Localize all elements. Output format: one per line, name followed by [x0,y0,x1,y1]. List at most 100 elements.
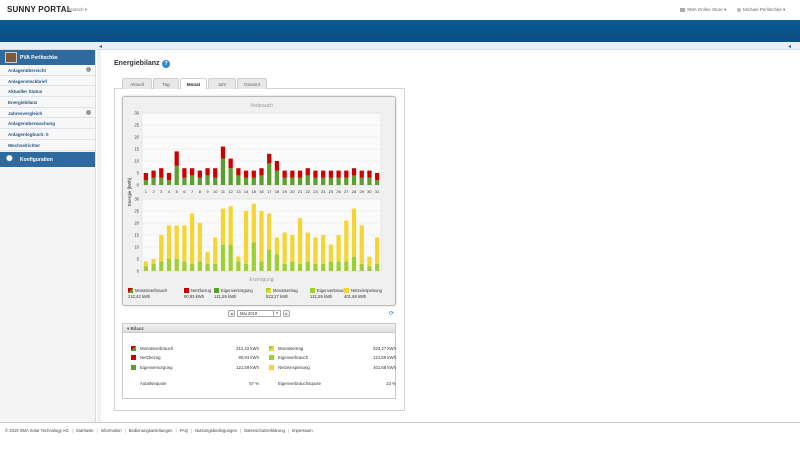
legend-name: Netzeinspeisung [351,288,382,293]
bottom-y-tick-label: 15 [134,233,139,238]
footer-link[interactable]: Startseite [75,428,94,433]
legend-item: Netzbezug 90,83 kWh [184,288,228,299]
language-select[interactable]: Deutsch ▾ [67,7,88,12]
tab-2[interactable]: Monat [180,78,207,89]
bar-eigenverbrauch [328,261,334,271]
footer-link[interactable]: FAQ [179,428,188,433]
x-tick-label: 6 [183,189,186,194]
sidebar-item-2[interactable]: Aktueller Status [0,86,95,98]
next-month-button[interactable]: ▸ [283,310,290,317]
tab-4[interactable]: Gesamt [237,78,267,89]
bilanz-title: Bilanz [130,326,144,331]
bar-netzeinspeisung [282,232,287,264]
shop-link[interactable]: SMA Online Store ▾ [680,7,726,13]
top-y-tick-label: 0 [137,183,140,188]
bar-netzeinspeisung [344,220,349,262]
bilanz-swatch [131,381,136,386]
x-tick-label: 15 [252,189,257,194]
bar-eigenverbrauch [236,261,241,271]
bar-eigenverbrauch [251,242,256,271]
bar-netzeinspeisung [197,223,202,262]
bar-netzeinspeisung [305,232,310,262]
bar-eigenverbrauch [267,249,272,271]
bottom-y-tick-label: 0 [137,269,140,274]
x-tick-label: 11 [221,189,226,194]
bar-netzeinspeisung [220,208,226,245]
footer-separator: | [96,428,98,433]
help-icon[interactable]: ? [162,60,170,68]
x-tick-label: 30 [367,189,372,194]
bar-eigenverbrauch [305,261,310,271]
bilanz-value: 401,68 kWh [373,365,396,370]
tab-0[interactable]: Aktuell [122,78,152,89]
legend-item: Eigenversorgung 121,59 kWh [214,288,258,299]
x-tick-label: 3 [160,189,163,194]
prev-month-button[interactable]: ◂ [228,310,235,317]
bar-netzbezug [228,158,233,169]
bilanz-row: Monatsverbrauch 212,42 kWh [131,346,261,352]
sidebar-item-4[interactable]: Jahresvergleich [0,107,95,119]
bilanz-value: 57 % [249,381,259,386]
sidebar-item-5[interactable]: Anlagenüberwachung [0,118,95,130]
legend-swatch [128,288,133,294]
bar-netzeinspeisung [228,206,233,245]
legend-value: 523,27 kWh [266,294,289,300]
bar-netzeinspeisung [143,261,148,267]
sidebar-item-1[interactable]: Anlagensteckbrief [0,75,95,87]
user-menu[interactable]: Michael Perlitschke ▾ [737,7,785,13]
legend-swatch [184,288,189,294]
bilanz-label: Netzeinspeisung [278,365,310,370]
bilanz-swatch [269,365,274,371]
x-tick-label: 25 [329,189,334,194]
bar-netzeinspeisung [274,237,280,255]
bar-eigenversorgung [243,177,249,185]
sidebar-plant-header[interactable]: PVA Perlitschke [0,50,95,65]
sidebar-item-configuration[interactable]: ✺ Konfiguration [0,151,95,167]
bar-eigenversorgung [375,180,380,185]
bilanz-header[interactable]: ▾ Bilanz [123,324,395,333]
bar-eigenverbrauch [213,263,218,271]
legend-item: Eigenverbrauch 121,59 kWh [310,288,354,299]
bilanz-swatch [131,346,136,352]
footer-link[interactable]: Nutzungsbedingungen [195,428,237,433]
tab-3[interactable]: Jahr [208,78,236,89]
footer-separator: | [124,428,126,433]
bilanz-value: 90,83 kWh [238,355,259,360]
globe-icon [86,67,91,72]
legend-name: Eigenversorgung [221,288,253,293]
footer-link[interactable]: Impressum [291,428,313,433]
bar-netzbezug [143,173,148,181]
bilanz-label: Netzbezug [140,355,161,360]
bar-netzeinspeisung [174,225,179,259]
nav-strip [0,42,800,50]
bar-netzeinspeisung [251,203,256,243]
expand-icon[interactable]: ◂ [788,44,792,50]
refresh-icon[interactable]: ⟳ [389,311,395,317]
x-tick-label: 19 [282,189,287,194]
sidebar-item-0[interactable]: Anlagenübersicht [0,65,95,76]
bar-eigenverbrauch [174,259,179,271]
bar-eigenversorgung [344,177,349,185]
sidebar-item-7[interactable]: Wechselrichter [0,139,95,151]
tab-1[interactable]: Tag [153,78,179,89]
footer-link[interactable]: Datenschutzerklärung [244,428,285,433]
footer-link[interactable]: Bedienungsanleitungen [128,428,173,433]
footer-separator: | [190,428,193,433]
bilanz-row: Autarkiequote 57 % [131,381,261,386]
footer-separator: | [71,428,73,433]
bar-netzbezug [197,170,202,178]
collapse-sidebar-icon[interactable]: ◂ [99,44,103,50]
sidebar-item-6[interactable]: Anlagenlogbuch: 0 [0,129,95,140]
user-name: Michael Perlitschke [743,7,782,12]
sidebar-item-3[interactable]: Energiebilanz [0,97,95,108]
sidebar-scrollbar[interactable] [97,50,101,422]
logo[interactable]: SUNNY PORTAL [7,5,72,14]
bar-netzeinspeisung [313,237,318,264]
bilanz-panel: ▾ Bilanz Monatsverbrauch 212,42 kWh Monats… [122,323,396,399]
bar-eigenversorgung [367,177,372,185]
footer-link[interactable]: Information [100,428,122,433]
month-select[interactable]: Mai 2019 ▾ [237,310,281,317]
footer-separator: | [239,428,242,433]
bar-netzbezug [166,173,172,181]
bar-netzeinspeisung [159,235,164,262]
